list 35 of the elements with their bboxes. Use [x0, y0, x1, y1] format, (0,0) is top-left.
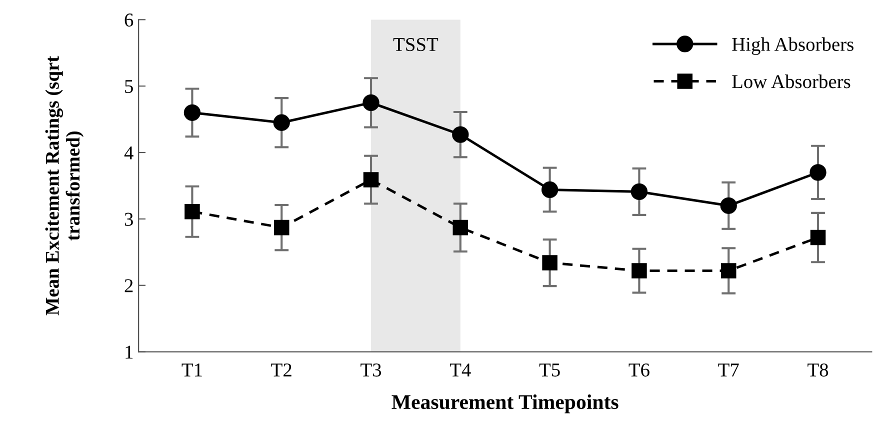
- point: [630, 183, 648, 200]
- legend-label: High Absorbers: [732, 37, 854, 55]
- point: [632, 263, 647, 278]
- y-axis-title: Mean Excitement Ratings (sqrt transformed): [45, 56, 84, 316]
- x-tick-label: T1: [182, 364, 202, 376]
- point: [720, 263, 736, 278]
- point: [273, 114, 290, 131]
- x-tick-label: T3: [360, 364, 382, 377]
- point: [452, 126, 469, 143]
- x-tick-label: T6: [628, 364, 650, 377]
- point: [720, 197, 737, 214]
- point: [542, 255, 558, 270]
- y-tick-label: 2: [124, 279, 133, 292]
- y-tick-label: 1: [126, 346, 133, 359]
- y-tick-label: 5: [125, 80, 133, 94]
- y-tick-label: 6: [124, 14, 134, 27]
- point: [184, 204, 200, 220]
- point: [363, 172, 379, 188]
- x-tick-label: T7: [718, 364, 739, 376]
- x-tick-label: T2: [271, 364, 292, 376]
- y-tick-label: 3: [124, 212, 133, 226]
- point: [452, 220, 468, 236]
- point: [184, 104, 201, 121]
- x-tick-label: T5: [539, 364, 560, 377]
- x-axis-title: Measurement Timepoints: [392, 394, 618, 414]
- legend-label: Low Absorbers: [732, 74, 850, 88]
- point: [362, 94, 380, 112]
- band-label: TSST: [393, 38, 438, 52]
- point: [810, 230, 826, 246]
- point: [810, 164, 826, 181]
- y-tick-label: 4: [124, 146, 134, 160]
- x-tick-label: T8: [808, 363, 828, 377]
- x-tick-label: T4: [450, 364, 471, 376]
- point: [274, 220, 290, 236]
- point: [541, 181, 558, 198]
